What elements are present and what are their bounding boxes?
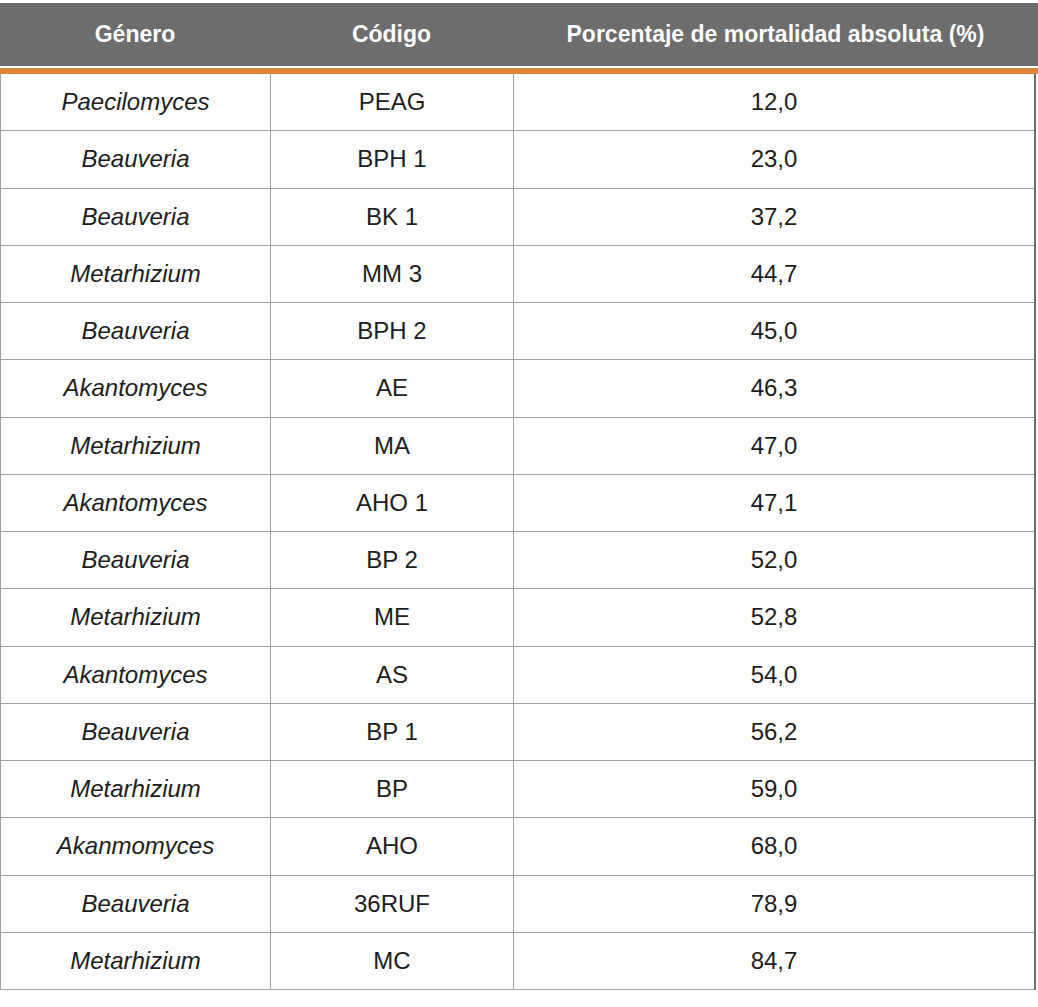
mortality-cell: 52,0 — [514, 532, 1036, 589]
code-cell: AE — [271, 360, 514, 417]
genus-cell: Beauveria — [1, 303, 271, 360]
code-cell: MA — [271, 417, 514, 474]
table-row: MetarhiziumMA47,0 — [1, 417, 1036, 474]
genus-cell: Akantomyces — [1, 474, 271, 531]
code-cell: 36RUF — [271, 875, 514, 932]
genus-cell: Akanmomyces — [1, 818, 271, 875]
mortality-cell: 59,0 — [514, 761, 1036, 818]
code-cell: BP 2 — [271, 532, 514, 589]
mortality-cell: 12,0 — [514, 74, 1036, 131]
table-row: AkanmomycesAHO68,0 — [1, 818, 1036, 875]
mortality-cell: 52,8 — [514, 589, 1036, 646]
mortality-cell: 47,0 — [514, 417, 1036, 474]
code-cell: AS — [271, 646, 514, 703]
mortality-cell: 44,7 — [514, 245, 1036, 302]
table-row: BeauveriaBK 137,2 — [1, 188, 1036, 245]
genus-cell: Akantomyces — [1, 646, 271, 703]
mortality-cell: 37,2 — [514, 188, 1036, 245]
mortality-cell: 45,0 — [514, 303, 1036, 360]
table-row: AkantomycesAS54,0 — [1, 646, 1036, 703]
column-header-genero: Género — [0, 3, 270, 66]
genus-cell: Paecilomyces — [1, 74, 271, 131]
code-cell: BP — [271, 761, 514, 818]
table-row: PaecilomycesPEAG12,0 — [1, 74, 1036, 131]
code-cell: BP 1 — [271, 703, 514, 760]
genus-cell: Metarhizium — [1, 761, 271, 818]
genus-cell: Metarhizium — [1, 245, 271, 302]
code-cell: AHO 1 — [271, 474, 514, 531]
mortality-cell: 54,0 — [514, 646, 1036, 703]
genus-cell: Beauveria — [1, 188, 271, 245]
mortality-cell: 47,1 — [514, 474, 1036, 531]
table-row: MetarhiziumBP59,0 — [1, 761, 1036, 818]
table-row: AkantomycesAE46,3 — [1, 360, 1036, 417]
table-row: BeauveriaBP 156,2 — [1, 703, 1036, 760]
table-row: MetarhiziumMC84,7 — [1, 932, 1036, 989]
mortality-cell: 84,7 — [514, 932, 1036, 989]
table-row: BeauveriaBP 252,0 — [1, 532, 1036, 589]
code-cell: BPH 1 — [271, 131, 514, 188]
table-row: MetarhiziumMM 344,7 — [1, 245, 1036, 302]
genus-cell: Beauveria — [1, 703, 271, 760]
code-cell: BPH 2 — [271, 303, 514, 360]
code-cell: MC — [271, 932, 514, 989]
document-page: Género Código Porcentaje de mortalidad a… — [0, 0, 1038, 990]
table-row: AkantomycesAHO 147,1 — [1, 474, 1036, 531]
code-cell: BK 1 — [271, 188, 514, 245]
genus-cell: Beauveria — [1, 875, 271, 932]
code-cell: ME — [271, 589, 514, 646]
genus-cell: Beauveria — [1, 131, 271, 188]
table-row: MetarhiziumME52,8 — [1, 589, 1036, 646]
table-row: Beauveria36RUF78,9 — [1, 875, 1036, 932]
column-header-porcentaje-mortalidad: Porcentaje de mortalidad absoluta (%) — [513, 3, 1038, 66]
code-cell: MM 3 — [271, 245, 514, 302]
mortality-cell: 46,3 — [514, 360, 1036, 417]
code-cell: PEAG — [271, 74, 514, 131]
genus-cell: Metarhizium — [1, 417, 271, 474]
genus-cell: Metarhizium — [1, 589, 271, 646]
genus-cell: Beauveria — [1, 532, 271, 589]
mortality-cell: 68,0 — [514, 818, 1036, 875]
genus-cell: Akantomyces — [1, 360, 271, 417]
mortality-table: PaecilomycesPEAG12,0BeauveriaBPH 123,0Be… — [0, 74, 1036, 990]
genus-cell: Metarhizium — [1, 932, 271, 989]
table-header-row: Género Código Porcentaje de mortalidad a… — [0, 3, 1038, 66]
mortality-cell: 56,2 — [514, 703, 1036, 760]
mortality-cell: 23,0 — [514, 131, 1036, 188]
table-row: BeauveriaBPH 245,0 — [1, 303, 1036, 360]
column-header-codigo: Código — [270, 3, 513, 66]
mortality-cell: 78,9 — [514, 875, 1036, 932]
code-cell: AHO — [271, 818, 514, 875]
table-row: BeauveriaBPH 123,0 — [1, 131, 1036, 188]
